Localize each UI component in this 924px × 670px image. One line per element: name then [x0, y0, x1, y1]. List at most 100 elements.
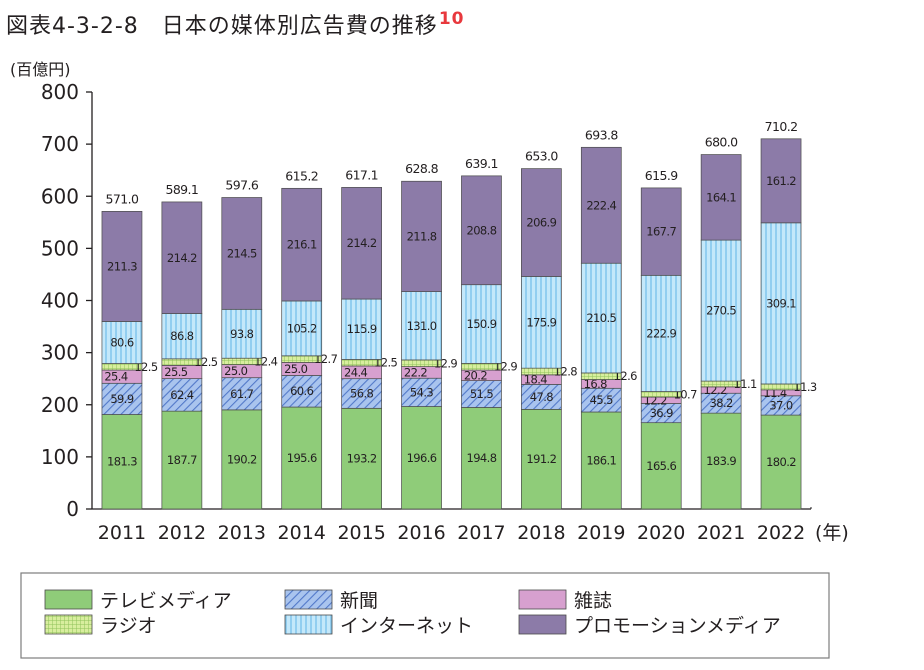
- legend-frame: [20, 572, 830, 659]
- x-tick-label: 2012: [158, 522, 206, 544]
- segment-value-label: 187.7: [167, 453, 197, 467]
- bar-segment: [221, 197, 263, 310]
- segment-value-label: 115.9: [347, 322, 377, 336]
- bar-total-label: 710.2: [765, 119, 798, 134]
- segment-value-label: 270.5: [706, 304, 736, 318]
- segment-value-label: 25.5: [164, 365, 187, 379]
- bar-segment: [700, 239, 742, 382]
- segment-value-label: 18.4: [524, 373, 547, 387]
- axes: 0 100 200 300 400 500 600 700 800 2011 2012 2013 201…: [41, 80, 812, 544]
- legend-label: プロモーションメディア: [574, 615, 781, 637]
- x-axis-unit-label: (年): [815, 522, 849, 544]
- segment-value-label: 131.0: [407, 319, 437, 333]
- footnote-reference: 10: [438, 9, 465, 29]
- segment-value-label: 37.0: [769, 398, 792, 412]
- segment-value-label: 25.0: [284, 362, 307, 376]
- bar-segment: [341, 378, 382, 409]
- segment-value-label: 214.5: [227, 246, 257, 260]
- segment-value-label: 61.7: [230, 387, 253, 401]
- x-tick-label: 2011: [98, 522, 146, 544]
- segment-value-label: 309.1: [766, 296, 796, 310]
- segment-value-label: 191.2: [526, 452, 556, 466]
- segment-value-label: 222.9: [646, 326, 676, 340]
- bar-segment: [461, 175, 502, 286]
- segment-value-label: 193.2: [347, 452, 377, 466]
- segment-value-label: 180.2: [766, 455, 796, 469]
- bar-segment: [101, 414, 143, 510]
- segment-value-label: 16.8: [584, 377, 607, 391]
- legend-label: 雑誌: [574, 590, 612, 612]
- bar-segment: [521, 408, 562, 510]
- segment-value-label: 62.4: [170, 388, 193, 402]
- bar-segment: [461, 380, 502, 408]
- segment-value-label: 167.7: [646, 225, 676, 239]
- bar-segment: [161, 313, 203, 360]
- y-tick-label: 300: [41, 341, 79, 365]
- y-tick-label: 400: [41, 289, 79, 313]
- segment-value-label: 211.3: [107, 259, 137, 273]
- bar-segment: [161, 378, 203, 412]
- bars: 181.359.925.412.580.6211.3571.0187.762.4…: [101, 119, 818, 510]
- segment-value-label: 93.8: [230, 327, 253, 341]
- bar-total-label: 571.0: [106, 191, 139, 206]
- segment-value-label: 54.3: [410, 385, 433, 399]
- bar-segment: [161, 410, 203, 510]
- bar-segment: [700, 154, 742, 241]
- x-tick-label: 2015: [337, 522, 385, 544]
- bar-segment: [521, 384, 562, 410]
- y-axis-unit-label: (百億円): [10, 60, 71, 79]
- bar-segment: [521, 168, 562, 277]
- segment-value-label: 24.4: [344, 365, 367, 379]
- segment-value-label: 165.6: [646, 459, 676, 473]
- bar-segment: [401, 406, 442, 510]
- legend-swatch: [284, 589, 333, 610]
- bar-segment: [101, 321, 143, 364]
- legend-swatch: [44, 589, 93, 610]
- segment-value-label: 186.1: [586, 453, 616, 467]
- segment-value-label: 51.5: [470, 387, 493, 401]
- y-tick-label: 100: [41, 445, 79, 469]
- bar-segment: [341, 298, 382, 360]
- x-tick-label: 2018: [517, 522, 565, 544]
- y-tick-label: 0: [66, 497, 79, 521]
- bar-segment: [760, 138, 802, 224]
- legend-swatch: [518, 589, 567, 610]
- chart-title-text: 図表4-3-2-8 日本の媒体別広告費の推移: [6, 14, 438, 39]
- segment-value-label: 183.9: [706, 454, 736, 468]
- bar-total-label: 615.2: [285, 168, 318, 183]
- bar-segment: [640, 274, 682, 392]
- bar-segment: [161, 201, 203, 314]
- segment-value-label: 38.2: [710, 396, 733, 410]
- bar-segment: [640, 422, 682, 510]
- segment-value-label: 196.6: [407, 451, 437, 465]
- x-tick-label: 2022: [757, 522, 805, 544]
- bar-segment: [281, 300, 323, 357]
- segment-value-label: 150.9: [466, 317, 496, 331]
- bar-segment: [580, 146, 622, 264]
- segment-value-label: 25.4: [104, 370, 127, 384]
- x-tick-label: 2016: [397, 522, 445, 544]
- segment-value-label: 22.2: [404, 365, 427, 379]
- bar-segment: [401, 291, 442, 361]
- segment-value-label: 20.2: [464, 368, 487, 382]
- segment-value-label: 216.1: [287, 238, 317, 252]
- y-tick-label: 600: [41, 184, 79, 208]
- bar-total-label: 615.9: [645, 168, 678, 183]
- bar-segment: [640, 187, 682, 276]
- segment-value-label: 56.8: [350, 386, 373, 400]
- segment-value-label: 164.1: [706, 190, 736, 204]
- legend-swatch: [284, 614, 333, 635]
- bar-segment: [401, 180, 442, 292]
- bar-segment: [521, 276, 562, 369]
- bar-segment: [401, 377, 442, 407]
- legend-swatch: [44, 614, 93, 635]
- bar-total-label: 597.6: [225, 178, 258, 193]
- segment-value-label: 194.8: [466, 451, 496, 465]
- bar-segment: [760, 414, 802, 510]
- segment-value-label: 211.8: [407, 229, 437, 243]
- x-tick-label: 2013: [218, 522, 266, 544]
- bar-total-label: 693.8: [585, 127, 618, 142]
- bar-segment: [101, 211, 143, 322]
- bar-segment: [281, 406, 323, 510]
